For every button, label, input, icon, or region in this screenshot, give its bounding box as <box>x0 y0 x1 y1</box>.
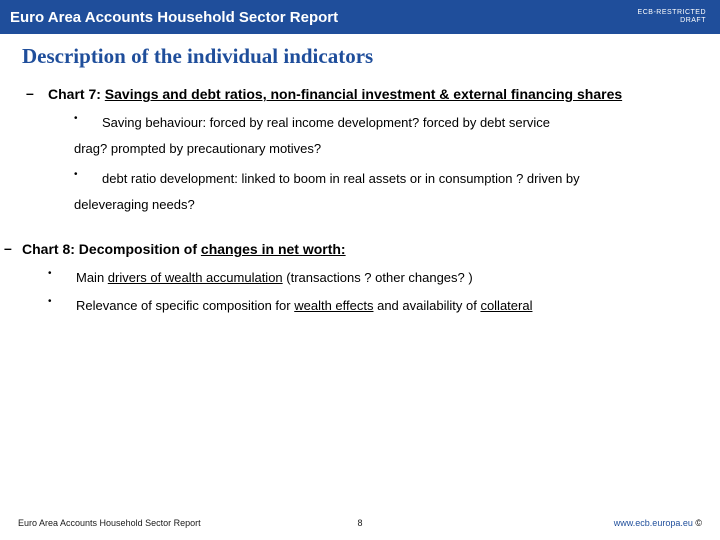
text-pre: Main <box>76 270 108 285</box>
bullet-line: Main drivers of wealth accumulation (tra… <box>76 265 694 291</box>
bullet-item: • Relevance of specific composition for … <box>48 293 694 319</box>
bullet-continuation: deleveraging needs? <box>74 192 694 218</box>
bullet-continuation: drag? prompted by precautionary motives? <box>74 136 694 162</box>
header-title: Euro Area Accounts Household Sector Repo… <box>10 9 338 26</box>
dash-marker: – <box>26 85 48 101</box>
text-pre: Relevance of specific composition for <box>76 298 294 313</box>
list-item-chart7: – Chart 7: Savings and debt ratios, non-… <box>26 85 694 104</box>
bullet-marker: • <box>74 166 102 180</box>
bullet-item: • debt ratio development: linked to boom… <box>74 166 694 220</box>
text-underlined2: collateral <box>480 298 532 313</box>
bullet-line: Saving behaviour: forced by real income … <box>102 110 694 136</box>
chart7-prefix: Chart 7: <box>48 86 105 102</box>
bullet-item: • Saving behaviour: forced by real incom… <box>74 110 694 164</box>
chart8-underlined: changes in net worth: <box>201 241 346 257</box>
footer: Euro Area Accounts Household Sector Repo… <box>0 518 720 528</box>
bullet-marker: • <box>48 265 76 279</box>
badge-line2: DRAFT <box>638 17 706 25</box>
text-underlined: drivers of wealth accumulation <box>108 270 283 285</box>
header-bar: Euro Area Accounts Household Sector Repo… <box>0 0 720 34</box>
chart7-underlined: Savings and debt ratios, non-financial i… <box>105 86 622 102</box>
text-post: (transactions ? other changes? ) <box>283 270 473 285</box>
chart8-bullets: • Main drivers of wealth accumulation (t… <box>26 265 694 319</box>
bullet-marker: • <box>74 110 102 124</box>
text-mid: and availability of <box>373 298 480 313</box>
chart8-mid: Decomposition of <box>79 241 201 257</box>
chart8-title: Chart 8: Decomposition of changes in net… <box>22 240 346 259</box>
chart7-bullets: • Saving behaviour: forced by real incom… <box>26 110 694 220</box>
page-number: 8 <box>357 518 362 528</box>
bullet-item: • Main drivers of wealth accumulation (t… <box>48 265 694 291</box>
bullet-body: Saving behaviour: forced by real income … <box>102 110 694 164</box>
bullet-marker: • <box>48 293 76 307</box>
text-underlined: wealth effects <box>294 298 373 313</box>
copyright-icon: © <box>693 518 702 528</box>
bullet-line: debt ratio development: linked to boom i… <box>102 166 694 192</box>
bullet-body: debt ratio development: linked to boom i… <box>102 166 694 220</box>
chart8-prefix: Chart 8: <box>22 241 79 257</box>
dash-marker: – <box>0 240 22 256</box>
chart7-title: Chart 7: Savings and debt ratios, non-fi… <box>48 85 622 104</box>
section-title: Description of the individual indicators <box>0 34 720 79</box>
bullet-line: Relevance of specific composition for we… <box>76 293 694 319</box>
footer-left: Euro Area Accounts Household Sector Repo… <box>18 518 201 528</box>
list-item-chart8-row: – Chart 8: Decomposition of changes in n… <box>0 240 694 259</box>
content-area: – Chart 7: Savings and debt ratios, non-… <box>0 79 720 319</box>
footer-url: www.ecb.europa.eu <box>614 518 693 528</box>
badge-line1: ECB-RESTRICTED <box>638 9 706 17</box>
header-badge: ECB-RESTRICTED DRAFT <box>638 9 706 26</box>
footer-right-wrap: www.ecb.europa.eu © <box>614 518 702 528</box>
